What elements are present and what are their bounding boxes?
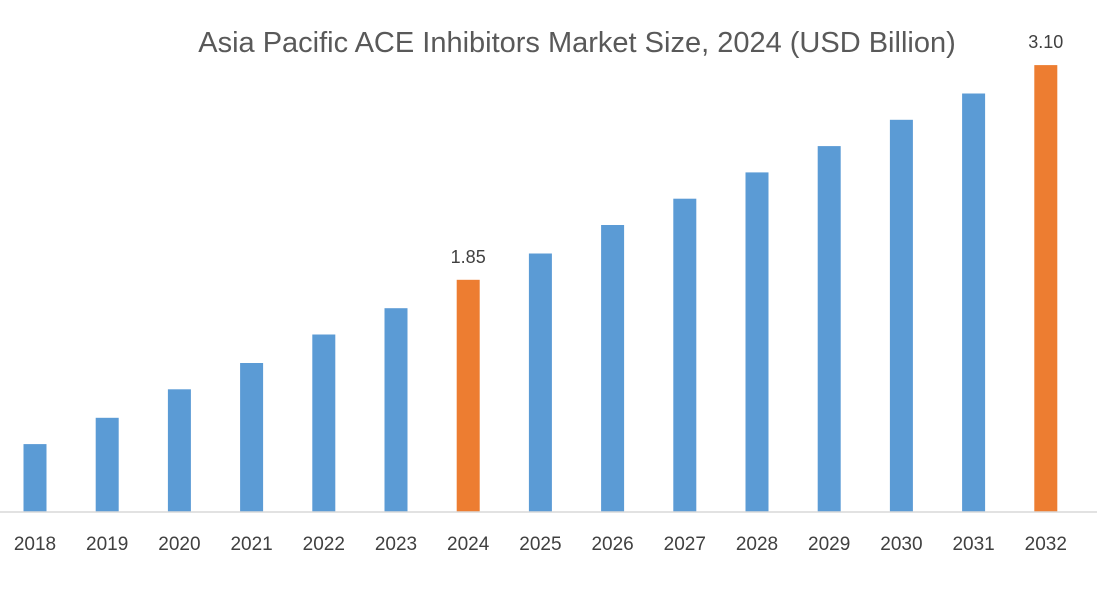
bar-2019	[95, 417, 119, 512]
bar-2018	[23, 444, 47, 512]
x-tick-label-2032: 2032	[1025, 534, 1067, 555]
x-tick-label-2023: 2023	[375, 534, 417, 555]
bar-2020	[167, 389, 191, 512]
x-tick-label-2019: 2019	[86, 534, 128, 555]
bar-2025	[528, 253, 552, 512]
bar-2022	[312, 334, 336, 512]
x-tick-label-2028: 2028	[736, 534, 778, 555]
x-tick-label-2026: 2026	[591, 534, 633, 555]
bar-2027	[673, 198, 697, 512]
data-label-2024: 1.85	[451, 247, 486, 267]
bar-2028	[745, 172, 769, 512]
bar-2026	[601, 225, 625, 512]
x-tick-label-2022: 2022	[303, 534, 345, 555]
x-tick-label-2030: 2030	[880, 534, 922, 555]
chart-title: Asia Pacific ACE Inhibitors Market Size,…	[198, 27, 956, 59]
data-labels: 1.85 3.10	[451, 32, 1064, 267]
bar-2031	[962, 93, 986, 512]
x-tick-label-2029: 2029	[808, 534, 850, 555]
x-tick-label-2021: 2021	[230, 534, 272, 555]
x-tick-label-2024: 2024	[447, 534, 490, 555]
bar-2023	[384, 308, 408, 512]
x-tick-label-2020: 2020	[158, 534, 200, 555]
bar-2030	[889, 119, 913, 513]
data-label-2032: 3.10	[1028, 32, 1063, 52]
bars-group	[23, 65, 1058, 513]
bar-2021	[240, 363, 264, 512]
bar-2024	[456, 279, 480, 512]
x-tick-label-2025: 2025	[519, 534, 561, 555]
bar-2029	[817, 146, 841, 512]
bar-2032	[1034, 65, 1058, 512]
x-tick-label-2031: 2031	[952, 534, 994, 555]
x-tick-label-2018: 2018	[14, 534, 56, 555]
x-tick-label-2027: 2027	[664, 534, 706, 555]
x-tick-labels: 2018 2019 2020 2021 2022 2023 2024 2025 2026 2027…	[14, 534, 1067, 555]
